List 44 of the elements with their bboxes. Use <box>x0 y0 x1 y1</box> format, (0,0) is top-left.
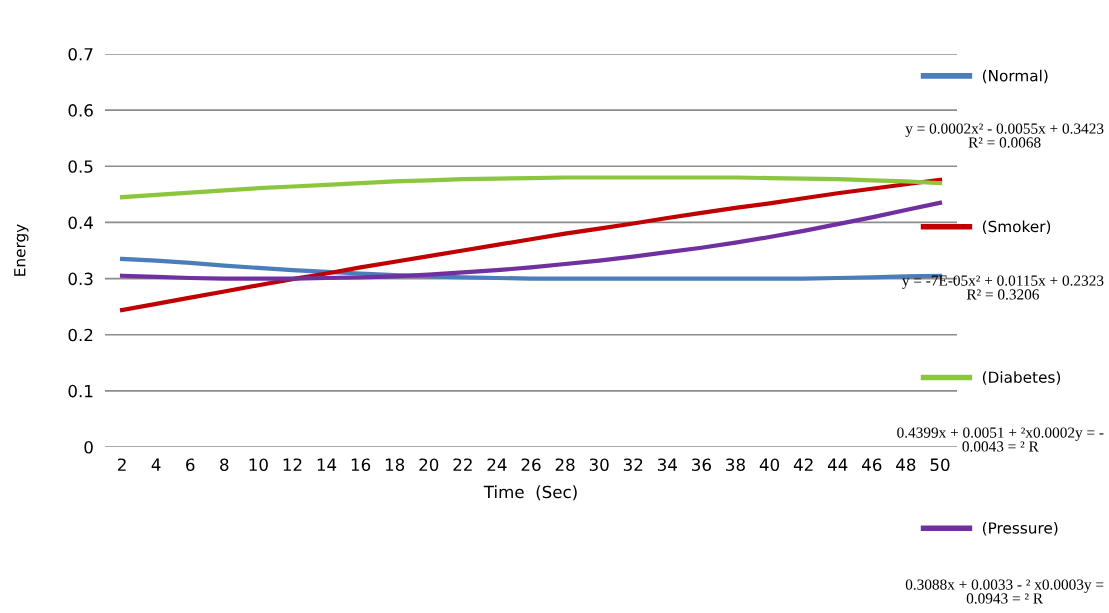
x-tick-label: 46 <box>862 458 882 472</box>
x-tick-label: 34 <box>657 458 677 472</box>
x-tick-label: 42 <box>793 458 813 471</box>
x-tick-label: 12 <box>283 458 302 471</box>
x-tick-label: 18 <box>385 458 405 472</box>
x-tick-label: 28 <box>555 458 575 472</box>
x-tick-label: 48 <box>896 458 916 472</box>
x-tick-label: 16 <box>351 458 371 472</box>
x-tick-label: 6 <box>186 458 195 472</box>
y-tick-label: 0.3 <box>68 272 93 286</box>
y-tick-label: 0.6 <box>68 104 93 117</box>
legend-label: (Normal) <box>982 69 1048 84</box>
x-tick-label: 38 <box>726 458 745 472</box>
y-tick-label: 0.1 <box>68 384 93 398</box>
x-tick-label: 14 <box>317 458 337 471</box>
legend-label: (Pressure) <box>982 521 1058 536</box>
x-tick-label: 44 <box>827 458 848 471</box>
x-tick-label: 4 <box>151 458 161 471</box>
y-tick-label: 0 <box>84 440 93 454</box>
y-tick-label: 0.7 <box>68 47 93 61</box>
text: 0.3088x + 0.0033 - ² x0.0003y = 0.0943 = ² R <box>905 579 1104 604</box>
x-tick-label: 26 <box>521 458 541 472</box>
line-series <box>119 175 943 200</box>
annotation: y = 0.0002x² - 0.0055x + 0.3423 R² = 0.0068 <box>905 123 1104 148</box>
x-tick-label: 24 <box>487 458 507 471</box>
y-axis-title: Energy <box>14 224 29 276</box>
x-tick-label: 10 <box>249 458 268 472</box>
x-tick-label: 40 <box>759 458 780 472</box>
x-tick-label: 8 <box>220 458 229 472</box>
x-tick-label: 36 <box>692 458 711 472</box>
x-axis-title: Time (Sec) <box>483 485 577 501</box>
x-tick-label: 32 <box>623 458 643 472</box>
x-tick-label: 30 <box>589 458 609 472</box>
x-tick-label: 50 <box>930 458 950 472</box>
annotation: y = -7E-05x² + 0.0115x + 0.2323 R² = 0.3206 <box>902 275 1104 300</box>
x-tick-label: 20 <box>419 458 439 472</box>
x-tick-label: 22 <box>453 458 472 471</box>
legend-label: (Smoker) <box>982 220 1051 235</box>
annotation: 0.4399x + 0.0051 + ²x0.0002y = - 0.0043 = ² R <box>897 427 1104 452</box>
y-tick-label: 0.4 <box>68 216 93 229</box>
legend-label: (Diabetes) <box>982 371 1061 385</box>
x-tick-label: 2 <box>117 458 126 471</box>
y-tick-label: 0.5 <box>68 160 93 173</box>
y-tick-label: 0.2 <box>68 328 93 342</box>
